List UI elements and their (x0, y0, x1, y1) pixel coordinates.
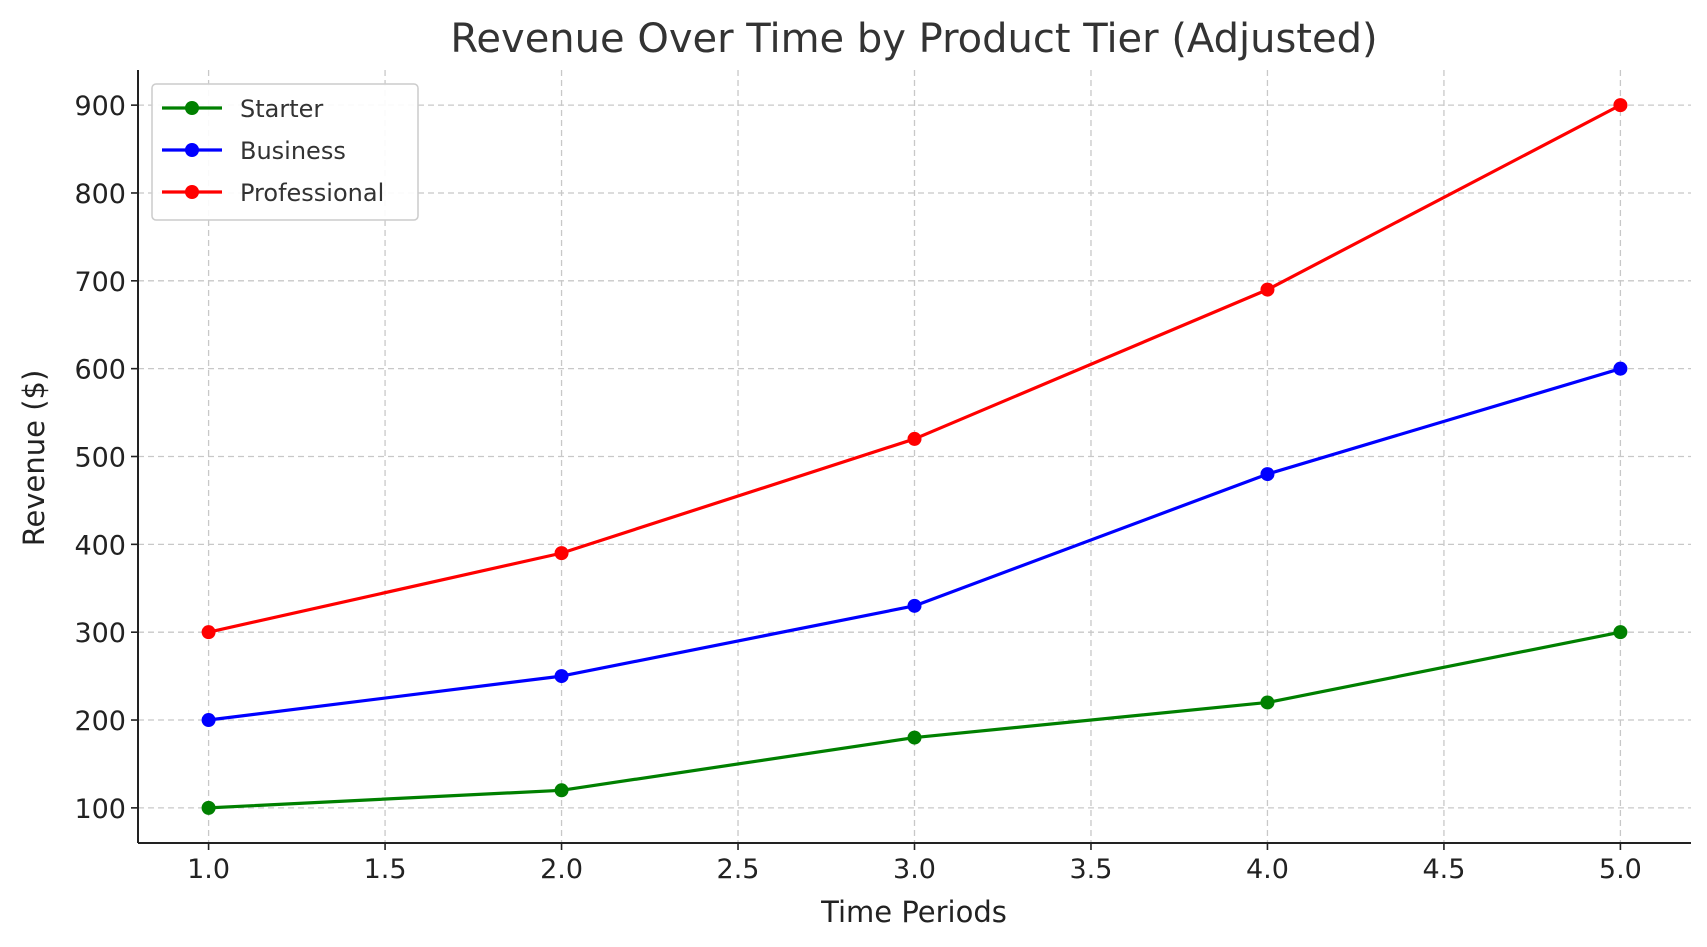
y-axis-label: Revenue ($) (17, 370, 51, 547)
data-point-professional (554, 546, 569, 561)
data-point-business (907, 598, 922, 613)
legend-frame (151, 83, 419, 221)
legend-entry-professional: Professional (162, 179, 384, 207)
data-point-business (201, 713, 216, 728)
grid (138, 70, 1691, 843)
data-point-starter (1613, 625, 1628, 640)
legend-label: Starter (240, 95, 323, 123)
y-tick-label: 300 (74, 618, 126, 649)
y-tick-label: 200 (74, 706, 126, 737)
x-tick-label: 4.0 (1246, 854, 1289, 885)
data-point-business (1260, 467, 1275, 482)
x-tick-label: 3.5 (1070, 854, 1113, 885)
x-tick-label: 3.0 (893, 854, 936, 885)
data-point-business (554, 669, 569, 684)
legend-swatch-marker (185, 143, 199, 157)
y-tick-label: 800 (74, 179, 126, 210)
data-point-business (1613, 361, 1628, 376)
y-tick-label: 900 (74, 91, 126, 122)
data-point-professional (201, 625, 216, 640)
series-starter (201, 625, 1628, 815)
data-point-professional (1613, 98, 1628, 113)
legend-label: Professional (240, 179, 384, 207)
legend-entry-starter: Starter (162, 95, 323, 123)
x-axis-label: Time Periods (820, 895, 1007, 929)
data-point-professional (1260, 282, 1275, 297)
data-point-starter (201, 800, 216, 815)
legend-entry-business: Business (162, 137, 346, 165)
series-lines (201, 98, 1628, 815)
legend-swatch-marker (185, 101, 199, 115)
data-point-professional (907, 431, 922, 446)
data-point-starter (554, 783, 569, 798)
x-tick-label: 4.5 (1422, 854, 1465, 885)
series-professional (201, 98, 1628, 640)
legend: Starter Business Professional (151, 83, 419, 221)
x-tick-label: 2.0 (540, 854, 583, 885)
legend-swatch-marker (185, 185, 199, 199)
y-tick-label: 100 (74, 794, 126, 825)
legend-label: Business (240, 137, 346, 165)
y-tick-label: 700 (74, 267, 126, 298)
x-tick-label: 1.5 (364, 854, 407, 885)
y-tick-label: 500 (74, 443, 126, 474)
data-point-starter (1260, 695, 1275, 710)
y-tick-label: 600 (74, 355, 126, 386)
x-tick-label: 2.5 (717, 854, 760, 885)
x-tick-label: 5.0 (1599, 854, 1642, 885)
x-tick-label: 1.0 (187, 854, 230, 885)
series-business (201, 361, 1628, 728)
ticks: 1.0 1.5 2.0 2.5 3.0 3.5 4.0 4.5 5.0 100 200 300 400 5… (74, 91, 1641, 885)
y-tick-label: 400 (74, 530, 126, 561)
chart-title: Revenue Over Time by Product Tier (Adjus… (450, 16, 1377, 62)
data-point-starter (907, 730, 922, 745)
